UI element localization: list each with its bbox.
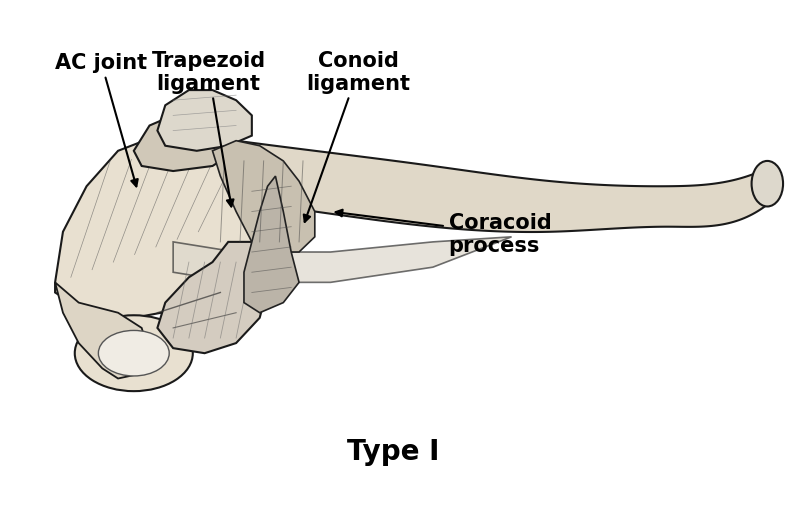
Polygon shape — [157, 242, 268, 353]
Polygon shape — [212, 141, 315, 252]
Polygon shape — [244, 177, 299, 313]
Polygon shape — [173, 237, 512, 283]
Polygon shape — [55, 283, 150, 379]
Text: Type I: Type I — [347, 437, 440, 465]
Polygon shape — [157, 91, 252, 152]
Circle shape — [75, 316, 193, 391]
Circle shape — [98, 331, 169, 376]
Text: AC joint: AC joint — [55, 53, 147, 187]
Polygon shape — [134, 116, 236, 172]
Text: Conoid
ligament: Conoid ligament — [304, 50, 410, 222]
Ellipse shape — [752, 162, 783, 207]
Text: Coracoid
process: Coracoid process — [335, 210, 552, 255]
Polygon shape — [236, 141, 771, 232]
Text: Trapezoid
ligament: Trapezoid ligament — [151, 50, 266, 207]
Polygon shape — [55, 136, 252, 318]
